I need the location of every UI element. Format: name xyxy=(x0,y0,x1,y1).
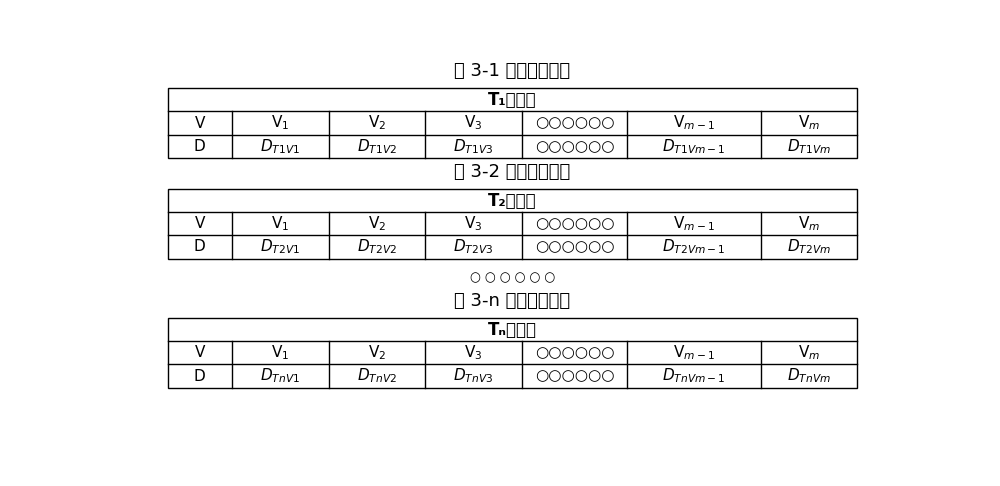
Text: ○○○○○○: ○○○○○○ xyxy=(535,368,614,383)
Text: V$_2$: V$_2$ xyxy=(368,214,386,233)
Text: $D_{TnVm-1}$: $D_{TnVm-1}$ xyxy=(662,366,726,385)
Text: V$_m$: V$_m$ xyxy=(798,114,820,132)
Text: $D_{T1Vm}$: $D_{T1Vm}$ xyxy=(787,137,831,156)
Text: T₂情况下: T₂情况下 xyxy=(488,191,537,209)
Text: V$_2$: V$_2$ xyxy=(368,114,386,132)
Text: $D_{T2V3}$: $D_{T2V3}$ xyxy=(453,238,494,256)
Text: $D_{T2Vm}$: $D_{T2Vm}$ xyxy=(787,238,831,256)
Text: $D_{T2V2}$: $D_{T2V2}$ xyxy=(357,238,397,256)
Text: ○ ○ ○ ○ ○ ○: ○ ○ ○ ○ ○ ○ xyxy=(470,272,555,284)
Text: Tₙ情况下: Tₙ情况下 xyxy=(488,321,537,339)
Text: V$_2$: V$_2$ xyxy=(368,344,386,362)
Bar xyxy=(168,88,857,158)
Text: D: D xyxy=(194,240,206,255)
Text: ○○○○○○: ○○○○○○ xyxy=(535,216,614,231)
Text: ○○○○○○: ○○○○○○ xyxy=(535,116,614,131)
Text: V$_3$: V$_3$ xyxy=(464,344,483,362)
Text: 表 3-n 定标样本数据: 表 3-n 定标样本数据 xyxy=(454,292,571,310)
Text: $D_{TnV1}$: $D_{TnV1}$ xyxy=(260,366,300,385)
Text: V$_m$: V$_m$ xyxy=(798,214,820,233)
Text: $D_{T1V3}$: $D_{T1V3}$ xyxy=(453,137,494,156)
Text: V$_{m-1}$: V$_{m-1}$ xyxy=(673,214,715,233)
Text: V$_1$: V$_1$ xyxy=(271,114,289,132)
Bar xyxy=(168,189,857,259)
Text: $D_{T2V1}$: $D_{T2V1}$ xyxy=(260,238,300,256)
Text: V$_1$: V$_1$ xyxy=(271,214,289,233)
Text: V: V xyxy=(195,116,205,131)
Text: $D_{T1V1}$: $D_{T1V1}$ xyxy=(260,137,300,156)
Text: ○○○○○○: ○○○○○○ xyxy=(535,240,614,255)
Text: V$_3$: V$_3$ xyxy=(464,214,483,233)
Text: D: D xyxy=(194,368,206,383)
Text: V: V xyxy=(195,216,205,231)
Text: ○○○○○○: ○○○○○○ xyxy=(535,139,614,154)
Text: V$_1$: V$_1$ xyxy=(271,344,289,362)
Text: $D_{T1V2}$: $D_{T1V2}$ xyxy=(357,137,397,156)
Text: $D_{T2Vm-1}$: $D_{T2Vm-1}$ xyxy=(662,238,726,256)
Text: $D_{TnV2}$: $D_{TnV2}$ xyxy=(357,366,397,385)
Text: $D_{TnV3}$: $D_{TnV3}$ xyxy=(453,366,494,385)
Text: ○○○○○○: ○○○○○○ xyxy=(535,346,614,360)
Text: V$_{m-1}$: V$_{m-1}$ xyxy=(673,344,715,362)
Text: V$_m$: V$_m$ xyxy=(798,344,820,362)
Text: V: V xyxy=(195,346,205,360)
Text: $D_{TnVm}$: $D_{TnVm}$ xyxy=(787,366,831,385)
Text: V$_{m-1}$: V$_{m-1}$ xyxy=(673,114,715,132)
Bar xyxy=(168,318,857,388)
Text: 表 3-2 定标样本数据: 表 3-2 定标样本数据 xyxy=(454,163,571,181)
Text: $D_{T1Vm-1}$: $D_{T1Vm-1}$ xyxy=(662,137,726,156)
Text: V$_3$: V$_3$ xyxy=(464,114,483,132)
Text: D: D xyxy=(194,139,206,154)
Text: T₁情况下: T₁情况下 xyxy=(488,91,537,109)
Text: 表 3-1 定标样本数据: 表 3-1 定标样本数据 xyxy=(454,62,571,80)
